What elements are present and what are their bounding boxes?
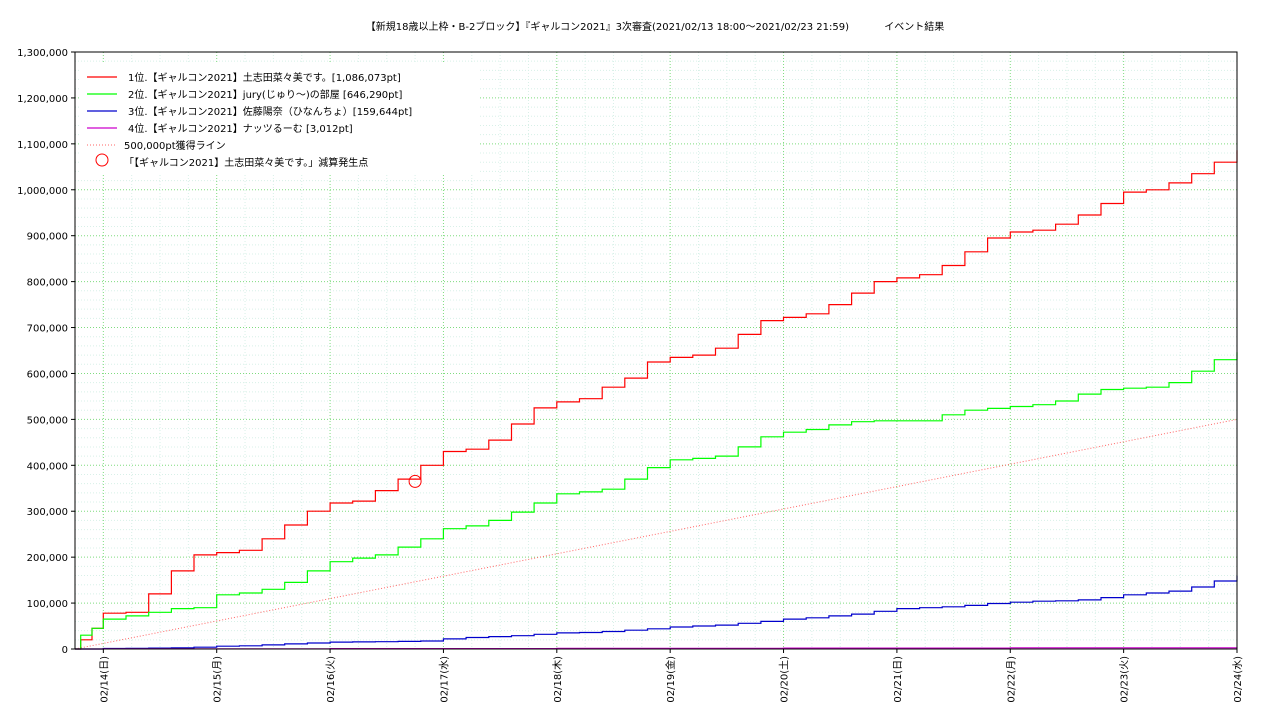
y-tick-label: 600,000 (27, 369, 68, 380)
legend-label: 3位.【ギャルコン2021】佐藤陽奈（ひなんちょ）[159,644pt] (128, 105, 412, 118)
y-tick-label: 400,000 (27, 461, 68, 472)
series-layer (75, 150, 1238, 650)
x-tick-label: 02/23(火) (1119, 656, 1131, 703)
y-tick-label: 500,000 (27, 415, 68, 426)
chart-title: 【新規18歳以上枠・B-2ブロック】『ギャルコン2021』3次審査(2021/0… (366, 20, 944, 33)
x-tick-label: 02/14(日) (99, 656, 110, 703)
y-tick-label: 0 (62, 645, 68, 656)
y-tick-label: 700,000 (27, 324, 68, 335)
x-tick-label: 02/15(月) (212, 656, 224, 703)
series-line-2 (75, 352, 1238, 650)
series-line-1 (75, 150, 1238, 650)
x-tick-label: 02/17(水) (438, 656, 450, 703)
plot-frame (74, 51, 1238, 650)
y-tick-label: 300,000 (27, 507, 68, 518)
reference-line-layer (74, 418, 1238, 650)
series-line-3 (75, 575, 1238, 650)
y-tick-label: 1,100,000 (17, 140, 68, 151)
legend-label: 「【ギャルコン2021】土志田菜々美です。」減算発生点 (124, 156, 368, 169)
marker-layer (408, 474, 422, 488)
x-tick-label: 02/22(月) (1005, 656, 1017, 703)
y-tick-label: 200,000 (27, 553, 68, 564)
y-tick-label: 100,000 (27, 599, 68, 610)
y-tick-label: 1,200,000 (17, 94, 68, 105)
y-tick-label: 1,300,000 (17, 48, 68, 59)
legend-marker (95, 153, 109, 167)
legend-background (80, 64, 480, 174)
reference-line (74, 418, 1238, 650)
x-tick-label: 02/16(火) (325, 656, 337, 703)
legend-label: 500,000pt獲得ライン (124, 139, 226, 152)
legend-label: 2位.【ギャルコン2021】jury(じゅり〜)の部屋 [646,290pt] (128, 88, 402, 101)
x-tick-label: 02/20(土) (778, 656, 791, 703)
x-axis-ticks: 02/14(日) 02/15(月) 02/16(火) 02/17(水) 02/18(木)… (99, 649, 1244, 703)
legend-label: 4位.【ギャルコン2021】ナッツるーむ [3,012pt] (128, 122, 353, 135)
x-tick-label: 02/18(木) (552, 656, 564, 703)
legend: 1位.【ギャルコン2021】土志田菜々美です。[1,086,073pt] 2位.【… (80, 64, 480, 174)
decrease-marker (408, 474, 422, 488)
x-tick-label: 02/24(水) (1232, 656, 1244, 703)
y-tick-label: 1,000,000 (17, 186, 68, 197)
legend-label: 1位.【ギャルコン2021】土志田菜々美です。[1,086,073pt] (128, 71, 401, 84)
x-tick-label: 02/21(日) (893, 656, 904, 703)
y-tick-label: 800,000 (27, 278, 68, 289)
y-axis-ticks: 0 100,000 200,000 300,000 400,000 500,000 600,… (17, 48, 75, 656)
x-tick-label: 02/19(金) (664, 656, 677, 703)
y-tick-label: 900,000 (27, 232, 68, 243)
